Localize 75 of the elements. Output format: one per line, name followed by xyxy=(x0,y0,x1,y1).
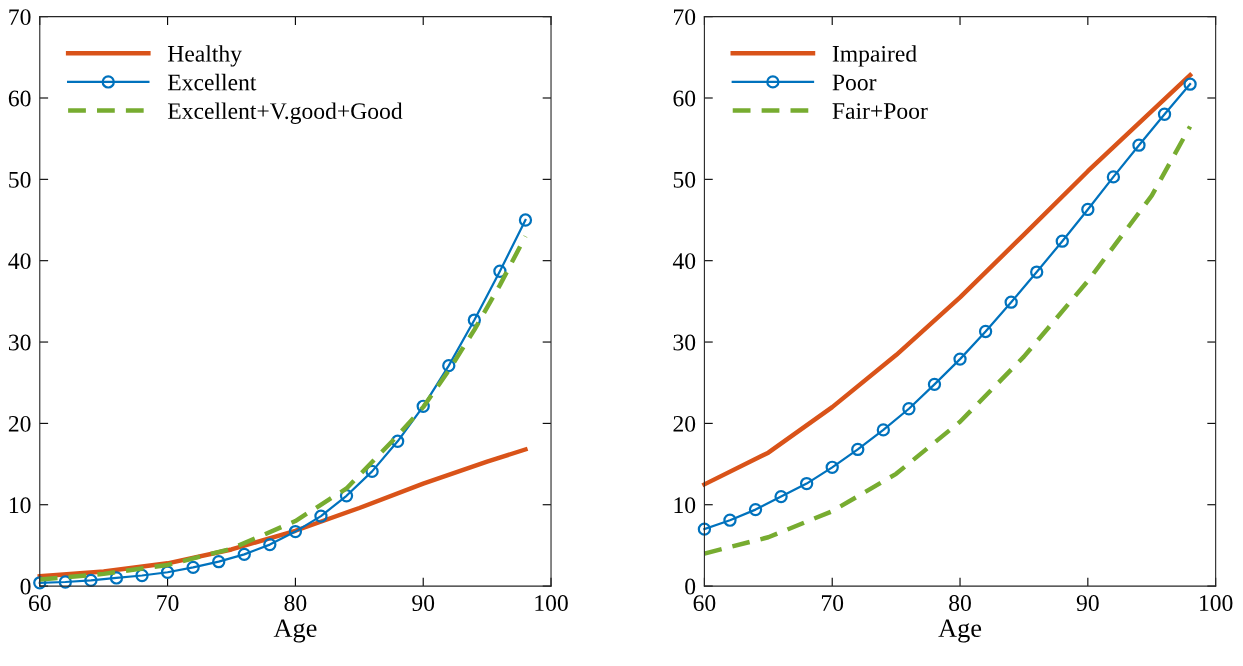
point xyxy=(84,573,98,588)
y-tick-label: 70 xyxy=(9,9,31,26)
point xyxy=(365,464,379,479)
y-tick-label: 40 xyxy=(8,253,31,270)
y-tick-label: 0 xyxy=(20,578,31,595)
y-tick-label: 0 xyxy=(685,578,696,595)
y-tick-label: 10 xyxy=(9,497,31,514)
point xyxy=(390,434,405,448)
legend-label: Fair+Poor xyxy=(832,103,928,120)
y-tick-label: 60 xyxy=(673,90,696,107)
point xyxy=(314,509,328,523)
point xyxy=(723,513,737,527)
point xyxy=(927,377,942,391)
legend-label: Excellent+V.good+Good xyxy=(167,102,403,124)
legend-label: Healthy xyxy=(167,45,242,67)
point xyxy=(518,213,533,227)
point xyxy=(799,476,814,491)
point xyxy=(697,522,712,536)
point xyxy=(1132,138,1146,152)
point xyxy=(1081,202,1095,217)
point xyxy=(288,524,303,539)
point xyxy=(160,565,175,579)
point xyxy=(212,555,226,569)
x-tick-label: 80 xyxy=(284,595,307,612)
x-axis-title: Age xyxy=(938,619,982,643)
x-tick-label: 100 xyxy=(1200,595,1233,612)
legend-label: Impaired xyxy=(832,45,917,67)
point xyxy=(109,571,124,585)
point xyxy=(186,560,200,575)
point xyxy=(1157,107,1172,121)
point xyxy=(1106,170,1121,184)
y-tick-label: 20 xyxy=(8,415,31,432)
point xyxy=(978,324,993,339)
point xyxy=(1055,234,1069,248)
x-tick-label: 80 xyxy=(949,595,971,612)
point xyxy=(851,442,865,457)
point xyxy=(467,313,482,327)
point xyxy=(493,264,507,278)
point xyxy=(339,489,354,503)
y-tick-label: 20 xyxy=(673,415,696,432)
x-axis-title: Age xyxy=(273,619,317,643)
x-tick-label: 70 xyxy=(821,595,844,612)
y-tick-label: 70 xyxy=(674,9,696,26)
legend-label: Excellent xyxy=(167,73,257,91)
x-tick-label: 60 xyxy=(693,595,716,612)
y-tick-label: 30 xyxy=(673,334,696,351)
point xyxy=(953,352,967,366)
point xyxy=(237,547,251,562)
y-tick-label: 50 xyxy=(673,171,696,188)
line-series xyxy=(702,124,1193,556)
point xyxy=(135,568,149,583)
legend-label: Poor xyxy=(832,74,877,91)
x-tick-label: 70 xyxy=(157,595,179,612)
y-tick-label: 30 xyxy=(8,334,31,351)
point xyxy=(1030,265,1044,279)
point xyxy=(1004,295,1018,309)
point xyxy=(902,402,916,416)
point xyxy=(774,489,788,504)
point xyxy=(825,460,839,474)
point xyxy=(263,537,277,552)
point xyxy=(748,502,763,517)
y-tick-label: 10 xyxy=(674,497,696,514)
x-tick-label: 90 xyxy=(412,595,435,612)
point xyxy=(58,575,72,589)
point xyxy=(416,399,430,413)
x-tick-label: 60 xyxy=(28,595,51,612)
point xyxy=(876,423,891,437)
x-tick-label: 90 xyxy=(1076,595,1099,612)
point xyxy=(33,576,47,590)
y-tick-label: 60 xyxy=(8,90,31,107)
point xyxy=(442,358,456,373)
x-tick-label: 100 xyxy=(535,595,568,612)
y-tick-label: 50 xyxy=(9,171,31,188)
point xyxy=(1183,77,1197,91)
y-tick-label: 40 xyxy=(672,253,696,270)
